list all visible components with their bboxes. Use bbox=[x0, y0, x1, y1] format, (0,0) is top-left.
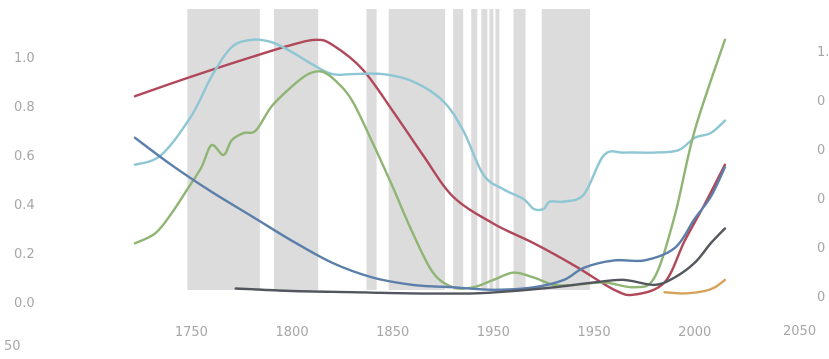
y-tick-label: 0.2 bbox=[14, 247, 35, 262]
x-axis-ticks: 1750 1800 1850 1950 1950 2000 bbox=[175, 325, 711, 340]
shaded-period-2 bbox=[366, 9, 377, 290]
series-line-dark-gray bbox=[234, 227, 727, 295]
x-tick-label: 1750 bbox=[175, 325, 208, 340]
edge-labels: 50 2050 bbox=[4, 324, 816, 354]
shaded-period-5 bbox=[471, 9, 478, 290]
shaded-period-4 bbox=[453, 9, 464, 290]
x-tick-label: 1950 bbox=[578, 325, 611, 340]
right-panel-ticks: 1. 0 0 0 0 0 bbox=[817, 45, 829, 305]
shaded-period-3 bbox=[388, 9, 446, 290]
right-panel-tick-label: 0 bbox=[817, 192, 825, 207]
right-axis-end-label: 2050 bbox=[783, 324, 816, 339]
left-axis-end-label: 50 bbox=[4, 339, 21, 354]
x-tick-label: 1850 bbox=[376, 325, 409, 340]
shaded-period-10 bbox=[541, 9, 591, 290]
series-line-orange bbox=[663, 278, 727, 295]
shaded-period-8 bbox=[495, 9, 500, 290]
y-tick-label: 0.8 bbox=[14, 100, 35, 115]
right-panel-tick-label: 0 bbox=[817, 241, 825, 256]
series-lines bbox=[133, 38, 727, 297]
right-panel-tick-label: 0 bbox=[817, 290, 825, 305]
y-tick-label: 0.6 bbox=[14, 149, 35, 164]
y-tick-label: 0.0 bbox=[14, 296, 35, 311]
x-tick-label: 2000 bbox=[678, 325, 711, 340]
shaded-period-6 bbox=[481, 9, 488, 290]
y-axis-ticks: 0.0 0.2 0.4 0.6 0.8 1.0 bbox=[14, 51, 35, 311]
x-tick-label: 1800 bbox=[276, 325, 309, 340]
shaded-period-0 bbox=[187, 9, 260, 290]
right-panel-tick-label: 0 bbox=[817, 94, 825, 109]
shaded-period-1 bbox=[273, 9, 319, 290]
y-tick-label: 0.4 bbox=[14, 198, 35, 213]
series-line-blue bbox=[133, 136, 727, 291]
shaded-period-7 bbox=[489, 9, 494, 290]
series-line-light-blue bbox=[133, 38, 727, 212]
shaded-period-9 bbox=[513, 9, 526, 290]
right-panel-tick-label: 0 bbox=[817, 143, 825, 158]
right-panel-tick-label: 1. bbox=[817, 45, 829, 60]
shaded-periods bbox=[187, 9, 591, 290]
x-tick-label: 1950 bbox=[477, 325, 510, 340]
y-tick-label: 1.0 bbox=[14, 51, 35, 66]
